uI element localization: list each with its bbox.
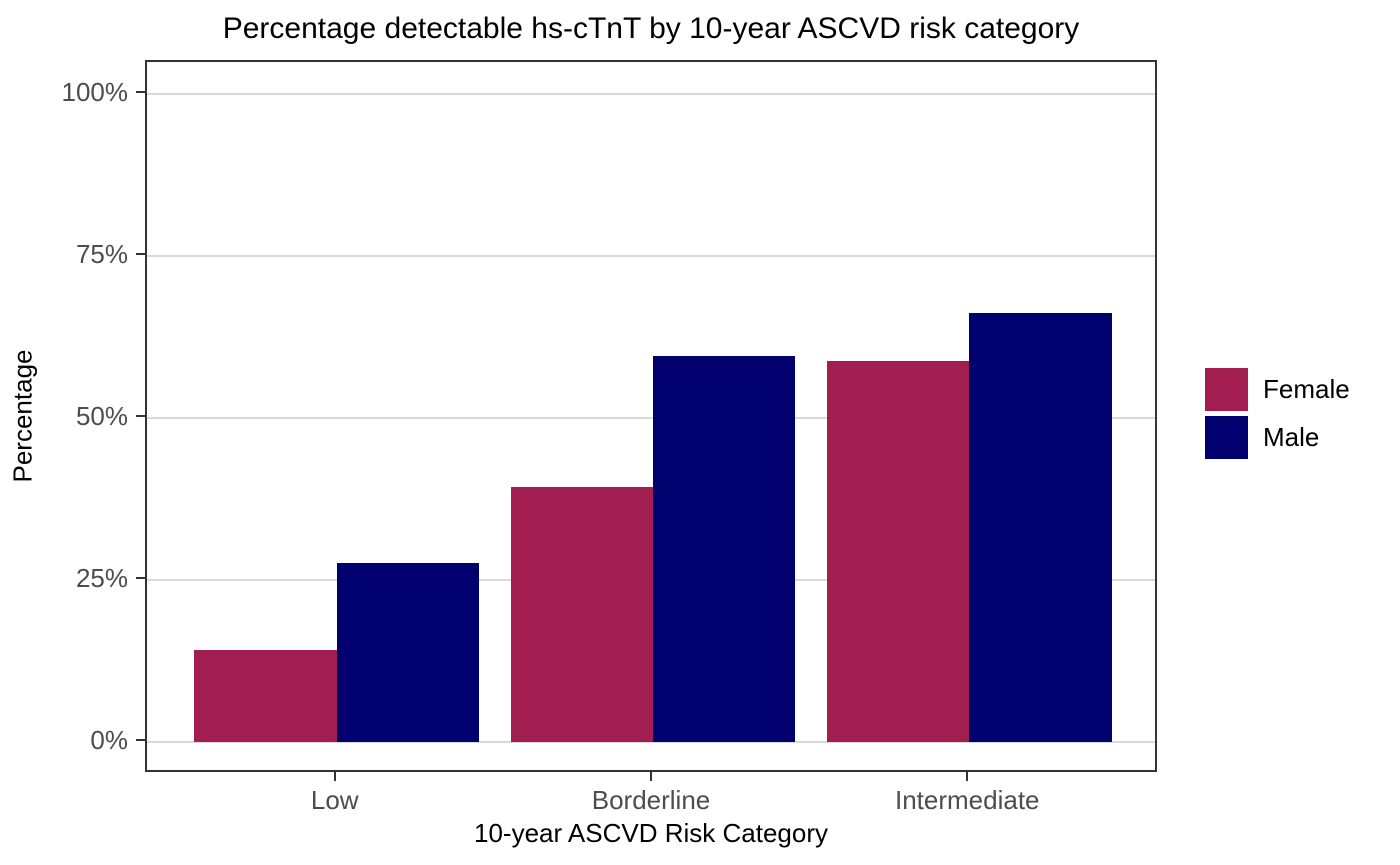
x-tick-mark-low [333, 772, 336, 781]
y-tick-mark-75% [136, 253, 145, 255]
y-tick-mark-25% [136, 577, 145, 579]
bar-female-intermediate [826, 360, 970, 742]
x-tick-mark-borderline [650, 772, 652, 781]
y-tick-mark-0% [136, 739, 145, 741]
y-tick-mark-100% [136, 91, 145, 93]
y-tick-mark-50% [136, 415, 145, 417]
gridline-50% [147, 417, 1155, 419]
legend-label-male: Male [1263, 422, 1320, 452]
bar-female-low [194, 649, 337, 742]
y-tick-label-75%: 75% [75, 239, 128, 269]
y-tick-label-100%: 100% [61, 77, 129, 107]
legend-entry-female: Female [1205, 368, 1350, 411]
legend-entry-male: Male [1205, 416, 1350, 459]
bar-male-borderline [653, 355, 796, 742]
x-tick-label-borderline: Borderline [591, 785, 711, 815]
bar-male-intermediate [969, 313, 1112, 742]
legend-swatch-female [1205, 368, 1248, 411]
x-axis-title: 10-year ASCVD Risk Category [473, 818, 829, 848]
x-tick-label-intermediate: Intermediate [894, 785, 1040, 815]
legend-label-female: Female [1263, 374, 1350, 404]
x-tick-label-low: Low [310, 785, 359, 815]
y-tick-label-50%: 50% [75, 401, 128, 431]
bar-female-borderline [510, 487, 653, 742]
plot-panel [145, 60, 1157, 772]
legend: Female Male [1205, 368, 1350, 459]
gridline-100% [147, 93, 1155, 95]
chart-title: Percentage detectable hs-cTnT by 10-year… [222, 12, 1080, 45]
y-axis-title: Percentage [7, 349, 38, 483]
legend-swatch-male [1205, 416, 1248, 459]
y-tick-label-0%: 0% [90, 725, 128, 755]
gridline-0% [147, 741, 1155, 743]
x-tick-mark-intermediate [966, 772, 969, 781]
bar-male-low [336, 563, 480, 742]
y-tick-label-25%: 25% [75, 563, 128, 593]
gridline-75% [147, 255, 1155, 257]
